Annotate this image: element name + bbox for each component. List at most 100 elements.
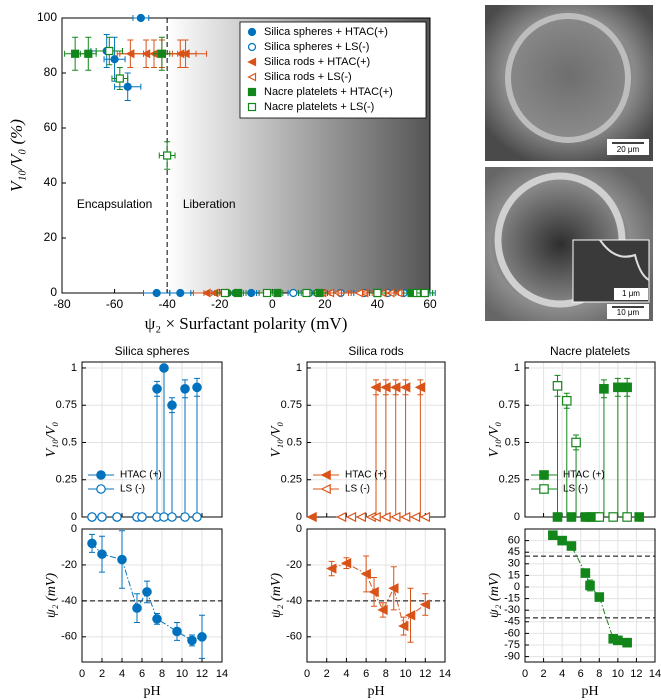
x-tick-label: 2 <box>99 668 105 680</box>
marker <box>180 49 190 59</box>
y-tick-label: -75 <box>504 639 520 651</box>
y-tick-label: -40 <box>61 595 77 607</box>
y-axis-label: V₁₀/V₀ <box>487 422 502 458</box>
legend-label: Silica spheres + HTAC(+) <box>264 26 388 38</box>
x-tick-label: 8 <box>596 668 602 680</box>
legend-label: HTAC (+) <box>120 470 162 481</box>
marker <box>561 395 572 406</box>
y-tick-label: 0.25 <box>499 474 520 486</box>
marker <box>180 512 190 522</box>
y-tick-label: 0.75 <box>281 399 302 411</box>
marker <box>622 512 632 522</box>
marker <box>172 626 182 637</box>
plot-frame <box>524 528 656 663</box>
x-tick-label: 8 <box>159 668 165 680</box>
legend-marker <box>247 57 257 67</box>
marker <box>613 382 623 393</box>
marker <box>380 511 391 523</box>
marker <box>594 592 605 602</box>
marker <box>71 49 80 58</box>
legend-label: LS (-) <box>345 484 370 495</box>
legend-label: Silica rods + LS(-) <box>264 71 352 83</box>
panel-title: Nacre platelets <box>550 344 630 358</box>
plot-frame <box>81 528 223 663</box>
x-axis-label: pH <box>581 684 598 699</box>
legend-label: Silica spheres + LS(-) <box>264 41 369 53</box>
marker <box>594 512 605 522</box>
marker <box>201 288 211 298</box>
y-tick-label: -60 <box>504 627 520 639</box>
y-tick-label: 0.75 <box>56 399 77 411</box>
y-axis-label: V₁₀/V₀ <box>269 422 284 458</box>
marker <box>97 512 107 522</box>
panel-title: Silica spheres <box>115 344 190 358</box>
marker <box>180 384 190 394</box>
y-tick-label: -20 <box>61 559 77 571</box>
x-tick-label: -60 <box>106 297 124 311</box>
marker <box>136 13 145 23</box>
y-tick-label: 80 <box>44 65 58 79</box>
marker <box>566 541 577 551</box>
x-tick-label: 14 <box>649 668 661 680</box>
marker <box>197 632 207 642</box>
y-tick-label: 0.75 <box>499 399 520 411</box>
scale-label: 10 μm <box>617 308 640 317</box>
marker <box>112 512 122 522</box>
y-tick-label: 0 <box>71 511 77 523</box>
marker <box>355 511 367 523</box>
legend-marker <box>539 470 549 480</box>
y-tick-label: -30 <box>504 604 520 616</box>
y-tick-label: 0 <box>296 511 302 523</box>
marker <box>137 512 147 522</box>
marker <box>388 583 399 594</box>
legend-marker <box>320 469 331 481</box>
x-tick-label: 12 <box>419 668 431 680</box>
marker <box>419 511 431 523</box>
x-tick-label: 60 <box>423 297 437 311</box>
legend-marker <box>247 42 257 52</box>
x-tick-label: -80 <box>53 297 71 311</box>
marker <box>142 587 152 597</box>
x-tick-label: 40 <box>371 297 385 311</box>
x-tick-label: 14 <box>439 668 451 680</box>
y-axis-label: V₁₀/V₀ (%) <box>7 119 26 192</box>
marker <box>414 382 426 393</box>
marker <box>192 512 202 522</box>
marker <box>557 535 567 546</box>
marker <box>552 381 563 391</box>
y-tick-label: 0.5 <box>62 436 77 448</box>
y-tick-label: -60 <box>61 631 77 643</box>
y-tick-label: -20 <box>286 559 302 571</box>
marker <box>409 511 421 523</box>
marker <box>599 384 609 394</box>
y-tick-label: 20 <box>44 230 58 244</box>
legend-marker <box>96 484 106 494</box>
legend-marker <box>96 470 106 480</box>
scale-label: 1 μm <box>622 289 640 298</box>
marker <box>315 288 324 298</box>
marker <box>380 382 391 393</box>
marker <box>157 49 166 58</box>
marker <box>306 511 317 523</box>
x-tick-label: 0 <box>269 297 276 311</box>
y-tick-label: 1 <box>296 362 302 374</box>
marker <box>234 288 243 298</box>
legend-label: Nacre platelets + LS(-) <box>264 101 374 113</box>
marker <box>163 151 172 160</box>
x-axis-label: pH <box>143 684 160 699</box>
x-tick-label: 0 <box>522 668 528 680</box>
marker <box>289 288 298 298</box>
marker <box>377 604 388 616</box>
marker <box>608 512 619 522</box>
marker <box>345 511 357 523</box>
x-tick-label: 12 <box>630 668 642 680</box>
legend-marker <box>247 27 257 37</box>
x-tick-label: 6 <box>578 668 584 680</box>
marker <box>420 288 429 298</box>
marker <box>634 512 645 522</box>
marker <box>187 635 197 646</box>
x-tick-label: 4 <box>119 668 125 680</box>
x-tick-label: 6 <box>363 668 369 680</box>
x-axis-label: pH <box>367 684 384 699</box>
y-tick-label: 0.5 <box>287 436 302 448</box>
